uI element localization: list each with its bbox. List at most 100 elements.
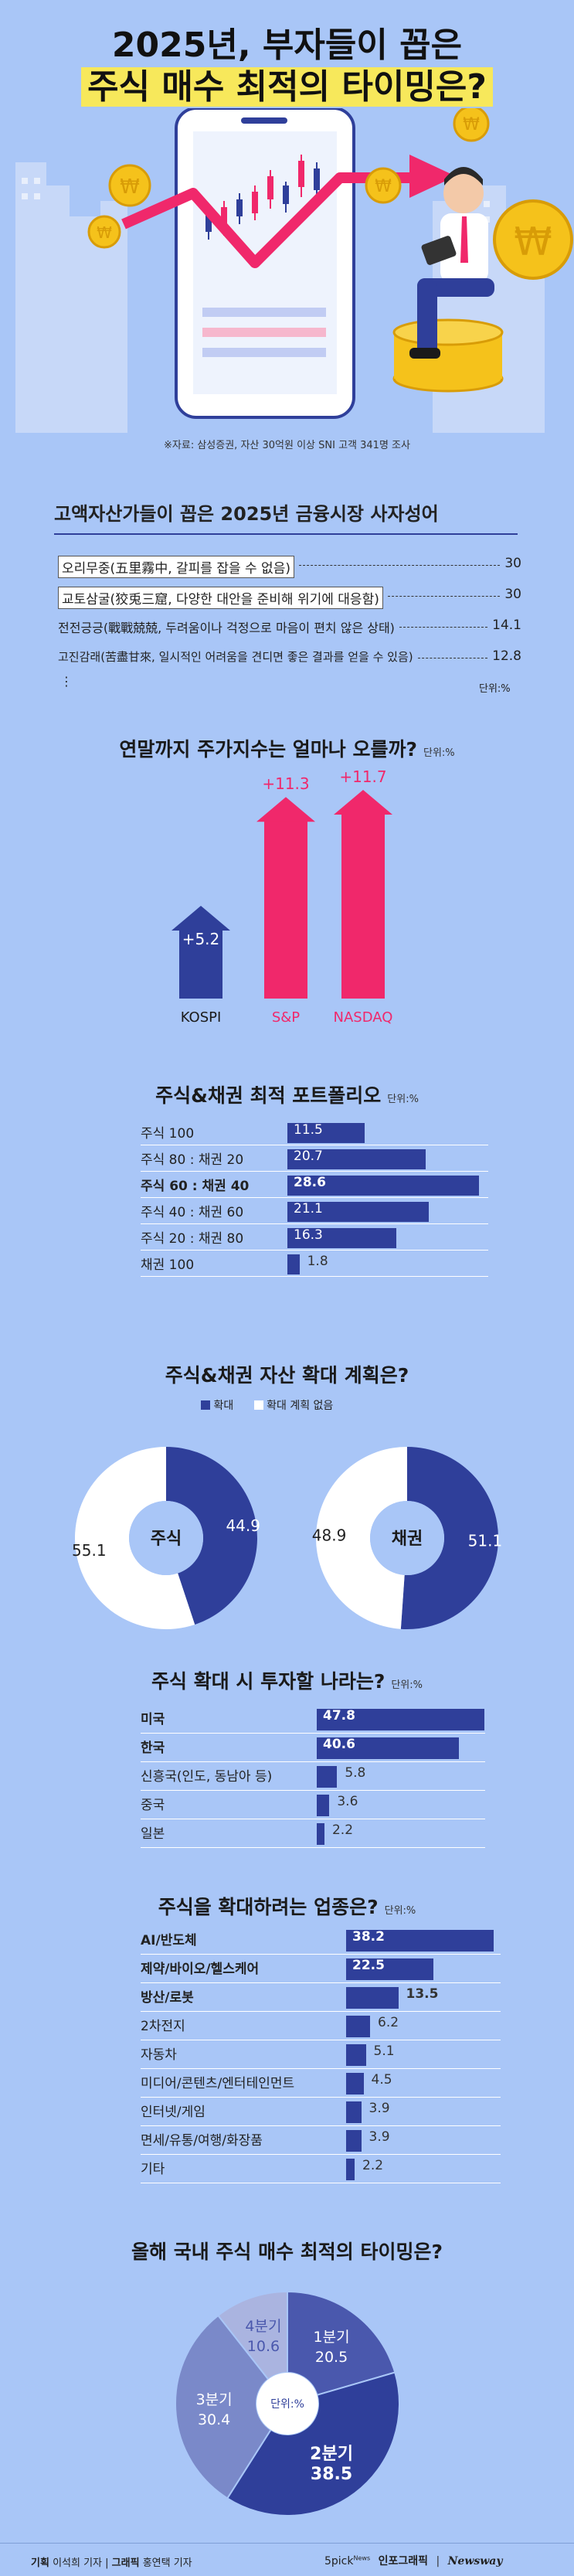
idiom-leader-line [399,627,487,628]
bar [346,2130,362,2152]
bar-category-label: 주식 20 : 채권 80 [141,1231,244,1247]
donut-slice [166,1447,257,1625]
expansion-legend: 확대 확대 계획 없음 [201,1397,333,1413]
timing-value-label: 38.5 [311,2465,352,2484]
bar-row-divider [141,1954,501,1955]
portfolio-section: 주식&채권 최적 포트폴리오 단위:% 주식 100 11.5 주식 80 : 채권 … [0,1043,574,1337]
brand-5pick-sub: News [353,2554,371,2562]
bar-category-label: 신흥국(인도, 동남아 등) [141,1769,273,1785]
bar-value-label: 47.8 [323,1708,355,1724]
bar-value-label: 3.6 [337,1794,358,1809]
bar [317,1709,485,1730]
bar [346,1958,433,1980]
donut-center-label: 채권 [392,1530,423,1549]
bar-category-label: AI/반도체 [141,1933,197,1948]
index-bar-body [264,820,307,999]
svg-text:₩: ₩ [514,219,552,264]
legend-label-no-expand: 확대 계획 없음 [267,1400,334,1412]
index-bar-sp: +11.3 S&P [256,774,315,1026]
donut-value-label: 55.1 [72,1541,107,1560]
legend-swatch-no-expand [253,1400,263,1410]
bar-value-label: 5.8 [345,1765,366,1781]
timing-section: 올해 국내 주식 매수 최적의 타이밍은? 1분기 20.5 2분기 38.5 3분기 3… [0,2218,574,2543]
index-chart-section: 연말까지 주가지수는 얼마나 오를까? 단위:% +5.2 KOSPI +11.3 S&… [0,711,574,1043]
index-bar-body [179,929,222,999]
bar [287,1149,426,1169]
header-line1: 2025년, 부자들이 꼽은 [111,26,463,65]
bar-row-divider [141,1847,485,1848]
portfolio-unit: 단위:% [387,1094,419,1105]
countries-section: 주식 확대 시 투자할 나라는? 단위:% 미국 47.8 한국 40.6 신흥국(인도,… [0,1662,574,1894]
footer: 기획 이석희 기자 | 그래픽 홍연택 기자 5pickNews 인포그래픽 |… [0,2543,574,2576]
footer-brands: 5pickNews 인포그래픽 | Newsway [324,2553,503,2568]
index-value-label: +11.7 [339,767,386,786]
bar-value-label: 2.2 [362,2158,384,2173]
timing-title: 올해 국내 주식 매수 최적의 타이밍은? [0,2237,574,2265]
credit-name-graphic: 홍연택 기자 [142,2557,192,2569]
idiom-leader-line [299,565,500,566]
bar [317,1737,460,1759]
portfolio-title-text: 주식&채권 최적 포트폴리오 [155,1084,382,1107]
sectors-title: 주식을 확대하려는 업종은? 단위:% [0,1892,574,1920]
index-chart-unit: 단위:% [423,747,455,759]
idioms-unit: 단위:% [479,683,511,695]
header: 2025년, 부자들이 꼽은 주식 매수 최적의 타이밍은? [0,0,574,456]
index-category-label: S&P [272,1009,300,1026]
portfolio-title: 주식&채권 최적 포트폴리오 단위:% [0,1080,574,1108]
bar [346,2044,366,2066]
countries-title: 주식 확대 시 투자할 나라는? 단위:% [0,1666,574,1694]
index-value-label: +5.2 [182,930,220,948]
bar-category-label: 한국 [141,1741,165,1756]
donut-value-label: 48.9 [312,1526,347,1545]
bar [287,1254,300,1274]
legend-label-expand: 확대 [213,1400,234,1412]
bar-category-label: 미국 [141,1712,165,1727]
idiom-row: 오리무중(五里霧中, 갈피를 잡을 수 없음) 30 [58,553,521,578]
idiom-value: 14.1 [492,618,521,633]
credit-label-graphic: 그래픽 [111,2557,140,2569]
bar-row-divider [141,1223,488,1224]
bar [346,1930,494,1952]
bar-category-label: 주식 100 [141,1126,195,1142]
bar [346,2101,362,2123]
bar-value-label: 11.5 [294,1122,323,1138]
smartphone-icon [175,108,355,419]
bar [287,1176,479,1196]
index-bar-body [341,813,385,999]
bar-value-label: 1.8 [307,1254,328,1269]
sectors-chart: AI/반도체 38.2 제약/바이오/헬스케어 22.5 방산/로봇 13.5 2차전지 6.… [0,1928,574,2214]
idiom-row: 교토삼굴(狡兎三窟, 다양한 대안을 준비해 위기에 대응함) 30 [58,584,521,609]
legend-swatch-expand [201,1400,210,1410]
brand-infographic: 인포그래픽 [378,2555,428,2567]
donut-value-label: 44.9 [226,1516,260,1535]
countries-unit: 단위:% [391,1679,423,1691]
index-bar-nasdaq: +11.7 NASDAQ [334,767,393,1026]
timing-unit-label: 단위:% [270,2398,304,2411]
donut-hole [370,1501,444,1575]
expansion-title-text: 주식&채권 자산 확대 계획은? [165,1364,409,1387]
bar-category-label: 주식 60 : 채권 40 [141,1179,250,1194]
idiom-row: 전전긍긍(戰戰兢兢, 두려움이나 걱정으로 마음이 편치 않은 상태) 14.1 [58,614,521,638]
idiom-text: 교토삼굴(狡兎三窟, 다양한 대안을 준비해 위기에 대응함) [58,587,383,609]
bar [346,1987,399,2009]
bar [317,1795,330,1816]
bar-row-divider [141,1790,485,1791]
svg-text:₩: ₩ [120,175,140,199]
bar-row-divider [141,2097,501,2098]
bar-category-label: 기타 [141,2162,165,2177]
svg-text:₩: ₩ [375,177,392,196]
header-line2: 주식 매수 최적의 타이밍은? [0,59,574,108]
bar-value-label: 16.3 [294,1227,323,1243]
bar-row-divider [141,1171,488,1172]
footer-credits: 기획 이석희 기자 | 그래픽 홍연택 기자 [31,2554,192,2569]
bar-value-label: 4.5 [371,2072,392,2088]
index-value-label: +11.3 [262,774,309,793]
index-chart-title-text: 연말까지 주가지수는 얼마나 오를까? [119,738,417,761]
index-bar-arrowhead [256,797,315,822]
sectors-section: 주식을 확대하려는 업종은? 단위:% AI/반도체 38.2 제약/바이오/헬스케어… [0,1878,574,2218]
expansion-donuts: 44.9 55.1 주식 51.1 48.9 채권 [72,1447,502,1629]
brand-newsway-logo: Newsway [447,2555,503,2567]
index-chart: +5.2 KOSPI +11.3 S&P +11.7 NASDAQ [172,767,393,1026]
credit-label-planning: 기획 [31,2557,49,2569]
